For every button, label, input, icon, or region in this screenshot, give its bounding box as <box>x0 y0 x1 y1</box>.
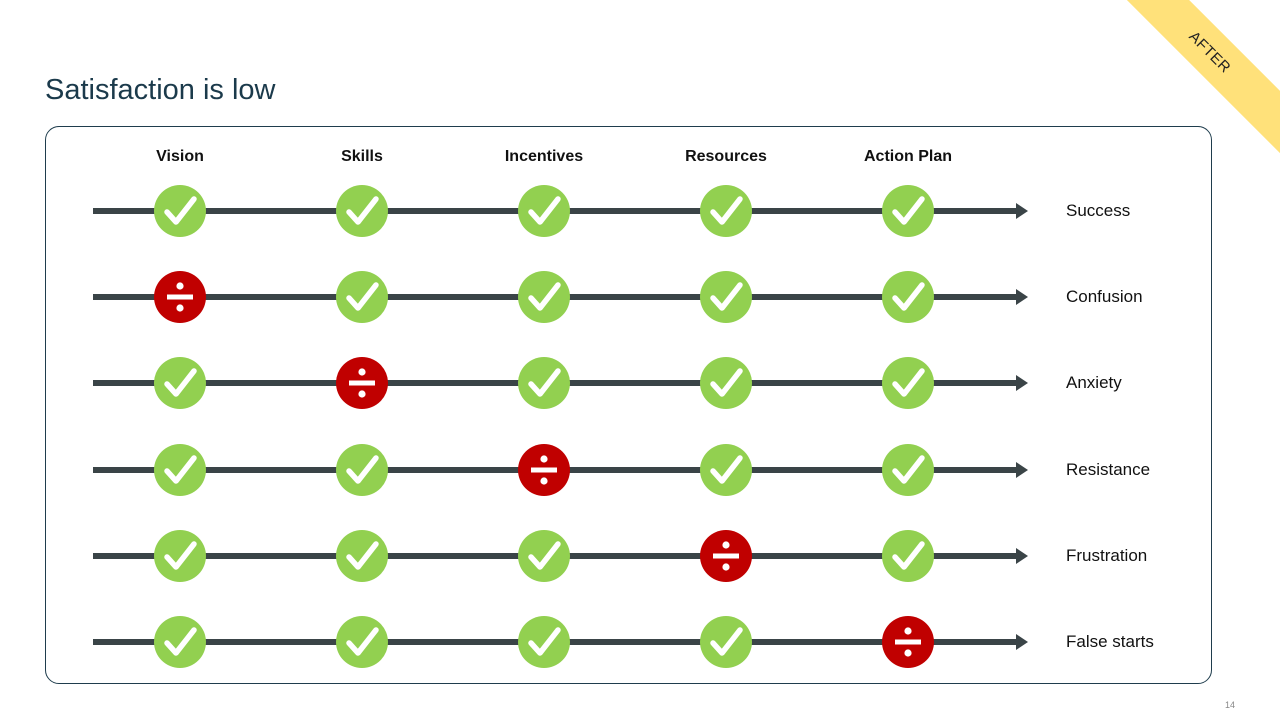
check-icon <box>700 616 752 668</box>
outcome-label-false-starts: False starts <box>1066 632 1154 651</box>
outcome-label-success: Success <box>1066 201 1131 220</box>
outcome-label-anxiety: Anxiety <box>1066 373 1122 393</box>
column-header-vision: Vision <box>156 148 204 165</box>
check-icon <box>154 443 206 496</box>
check-icon <box>882 185 934 237</box>
ribbon-label: AFTER <box>1185 27 1235 77</box>
check-icon <box>882 271 934 324</box>
column-header-incentives: Incentives <box>504 148 584 165</box>
outcome-label-confusion: Confusion <box>1066 287 1143 307</box>
page-number: 14 <box>1225 700 1236 710</box>
check-icon <box>882 357 934 410</box>
check-icon <box>336 185 388 237</box>
divide-icon <box>154 271 206 324</box>
check-icon <box>518 185 570 237</box>
row-false-starts: False starts <box>0 615 1280 669</box>
arrowhead-icon <box>1016 289 1028 306</box>
row-resistance: Resistance <box>0 443 1280 497</box>
column-header-skills: Skills <box>341 148 383 165</box>
check-icon <box>882 529 934 582</box>
check-icon <box>154 529 206 582</box>
arrowhead-icon <box>1016 547 1028 564</box>
divide-icon <box>336 357 388 410</box>
row-anxiety: Anxiety <box>0 356 1280 410</box>
row-success: Success <box>0 184 1280 238</box>
check-icon <box>336 616 388 668</box>
check-icon <box>154 616 206 668</box>
outcome-label-frustration: Frustration <box>1066 545 1148 565</box>
slide-title: Satisfaction is low <box>45 74 276 106</box>
check-icon <box>700 271 752 324</box>
check-icon <box>336 271 388 324</box>
check-icon <box>518 529 570 582</box>
check-icon <box>700 185 752 237</box>
divide-icon <box>882 616 934 668</box>
outcome-label-resistance: Resistance <box>1066 459 1151 479</box>
arrowhead-icon <box>1016 634 1028 650</box>
check-icon <box>154 185 206 237</box>
check-icon <box>882 443 934 496</box>
divide-icon <box>700 529 752 582</box>
row-frustration: Frustration <box>0 529 1280 583</box>
column-header-resources: Resources <box>685 148 767 165</box>
arrowhead-icon <box>1016 375 1028 392</box>
divide-icon <box>518 443 570 496</box>
column-header-action-plan: Action Plan <box>863 148 952 165</box>
check-icon <box>518 357 570 410</box>
arrowhead-icon <box>1016 203 1028 219</box>
check-icon <box>700 357 752 410</box>
check-icon <box>700 443 752 496</box>
diagram-panel <box>45 126 1212 684</box>
check-icon <box>518 271 570 324</box>
check-icon <box>154 357 206 410</box>
arrowhead-icon <box>1016 461 1028 478</box>
check-icon <box>518 616 570 668</box>
check-icon <box>336 529 388 582</box>
check-icon <box>336 443 388 496</box>
row-confusion: Confusion <box>0 270 1280 324</box>
